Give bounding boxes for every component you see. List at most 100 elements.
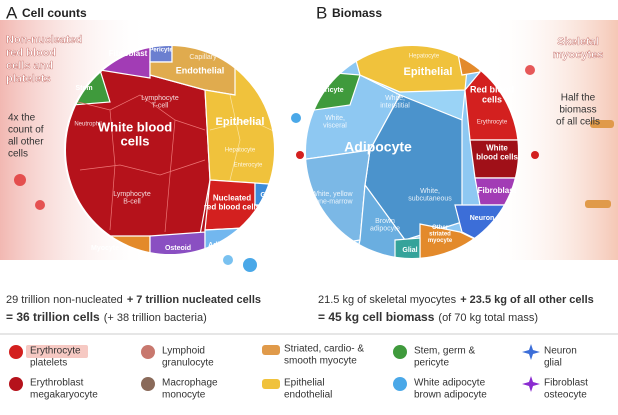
legend-text: glial <box>544 358 562 369</box>
legend-text: Stem, germ & <box>414 346 475 357</box>
legend-icon <box>9 377 23 391</box>
region-label: bone-marrow <box>311 199 353 206</box>
region-label: White, <box>420 188 440 195</box>
legend-text: monocyte <box>162 390 206 401</box>
legend-text: Lymphoid <box>162 346 205 357</box>
legend-icon <box>141 345 155 359</box>
note: Half the <box>561 93 596 104</box>
region-label: Other <box>432 225 449 231</box>
panel-letter: B <box>316 3 327 22</box>
region-label: cells <box>482 94 502 104</box>
legend-text: Erythrocyte <box>30 346 81 357</box>
region-label: Capillary <box>189 54 217 61</box>
legend-text: White adipocyte <box>414 378 486 389</box>
region-label: Enterocyte <box>234 163 263 169</box>
region-label: White <box>486 144 508 153</box>
region-label: Brown <box>375 218 395 225</box>
region-label: Lymphocyte <box>141 95 179 102</box>
region-label: Adipocyte <box>208 242 242 249</box>
circle-outline <box>64 44 276 256</box>
panel-title: Biomass <box>332 6 382 20</box>
region-label: Smooth <box>460 46 481 52</box>
note: all other <box>8 137 44 148</box>
region-label: Myocyte <box>91 245 119 252</box>
region-label: Endothelial <box>176 65 225 75</box>
region-label: Pericyte <box>149 48 173 54</box>
region-label: myocyte <box>428 238 453 244</box>
region-label: visceral <box>323 123 347 130</box>
region-label: blood cells <box>476 153 518 162</box>
region-label: White, yellow <box>311 191 353 198</box>
legend-text: smooth myocyte <box>284 356 357 367</box>
summary-line: 29 trillion non-nucleated + 7 trillion nu… <box>6 294 261 306</box>
region-label: Hepatocyte <box>225 148 256 154</box>
region-label: striated <box>429 232 451 238</box>
legend-icon <box>393 345 407 359</box>
summary-part: + 23.5 kg of all other cells <box>460 294 594 306</box>
region-label: Glial <box>260 192 275 199</box>
legend-icon <box>393 377 407 391</box>
legend-text: platelets <box>30 358 67 369</box>
summary-part: = 45 kg cell biomass <box>318 310 435 324</box>
region-label: Epithelial <box>216 116 265 128</box>
callout: red blood <box>6 47 56 59</box>
region-label: Pericyte <box>316 87 343 94</box>
callout: cells and <box>6 60 53 72</box>
legend-icon <box>262 379 280 389</box>
note: count of <box>8 125 44 136</box>
legend-text: osteocyte <box>544 390 587 401</box>
region-label: White blood <box>98 119 172 134</box>
summary-line: 21.5 kg of skeletal myocytes + 23.5 kg of… <box>318 294 594 306</box>
region-label: B-cell <box>123 199 141 206</box>
region-label: Osteoid <box>165 245 191 252</box>
summary-part: 21.5 kg of skeletal myocytes <box>318 294 457 306</box>
summary-part: (+ 38 trillion bacteria) <box>104 312 207 324</box>
legend-text: Striated, cardio- & <box>284 344 364 355</box>
region-label: Neuron <box>470 215 495 222</box>
region-label: Adipocyte <box>344 139 412 155</box>
summary-part: 29 trillion non-nucleated <box>6 294 123 306</box>
legend-icon <box>522 344 540 360</box>
callout: platelets <box>6 73 51 85</box>
legend-icon <box>262 345 280 355</box>
region-label: subcutaneous <box>408 196 452 203</box>
region-label: adipocyte <box>370 226 400 233</box>
legend-text: Fibroblast <box>544 378 588 389</box>
note: cells <box>8 149 28 160</box>
panel-title: Cell counts <box>22 6 87 20</box>
region-label: Epithelial <box>404 66 453 78</box>
region-label: White, <box>325 115 345 122</box>
legend-text: Macrophage <box>162 378 218 389</box>
region-label: interstitial <box>380 103 410 110</box>
legend-text: brown adipocyte <box>414 390 487 401</box>
region-label: Hepatocyte <box>409 54 440 60</box>
legend-highlight <box>26 345 88 358</box>
note: biomass <box>559 105 596 116</box>
region-label: Fibroblast <box>478 186 517 195</box>
callout: Skeletal <box>557 36 599 48</box>
region-label: Fibroblast <box>109 49 148 58</box>
region-label: Glial <box>402 247 417 254</box>
callout: myocytes <box>553 49 604 61</box>
legend-text: Epithelial <box>284 378 325 389</box>
legend-icon <box>9 345 23 359</box>
region-label: Red blood <box>470 84 514 94</box>
panel-letter: A <box>6 3 18 22</box>
summary-part: (of 70 kg total mass) <box>438 312 538 324</box>
region-label: Stem <box>75 85 92 92</box>
region-label: White, <box>385 95 405 102</box>
legend-icon <box>522 376 540 392</box>
legend-text: Erythroblast <box>30 378 84 389</box>
note: 4x the <box>8 113 36 124</box>
region-label: cells <box>121 134 150 149</box>
legend-text: granulocyte <box>162 358 214 369</box>
legend-text: Neuron <box>544 346 577 357</box>
region-label: myocyte <box>459 53 482 59</box>
legend-text: pericyte <box>414 358 449 369</box>
callout: Non-nucleated <box>6 34 82 46</box>
region-label: T-cell <box>152 103 169 110</box>
summary-line: = 45 kg cell biomass (of 70 kg total mass… <box>318 310 538 324</box>
summary-line: = 36 trillion cells (+ 38 trillion bacter… <box>6 310 207 324</box>
summary-part: = 36 trillion cells <box>6 310 100 324</box>
region-label: Nucleated <box>213 194 251 203</box>
